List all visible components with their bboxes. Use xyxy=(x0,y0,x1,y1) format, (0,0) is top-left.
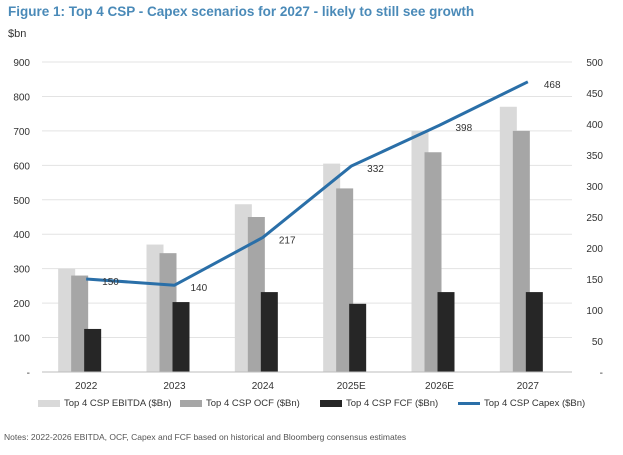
x-axis: 2022 2023 2024 2025E 2026E 2027 xyxy=(75,381,539,392)
data-label: 150 xyxy=(102,277,119,288)
data-label: 217 xyxy=(279,235,296,246)
y-right-tick-label: 500 xyxy=(586,58,603,69)
y-left-tick-label: 500 xyxy=(13,196,30,207)
x-tick-label: 2025E xyxy=(337,381,366,392)
data-label: 398 xyxy=(456,123,473,134)
chart-notes: Notes: 2022-2026 EBITDA, OCF, Capex and … xyxy=(4,432,407,442)
bar-fcf xyxy=(349,303,367,372)
bar-fcf xyxy=(260,292,278,372)
bar-ocf xyxy=(424,152,442,372)
bar-ocf xyxy=(512,130,530,372)
x-tick-label: 2023 xyxy=(163,381,186,392)
bar-ocf xyxy=(247,217,265,372)
bar-fcf xyxy=(525,292,543,372)
y-right-tick-label: - xyxy=(600,368,603,379)
bar-fcf xyxy=(437,292,455,372)
legend-label: Top 4 CSP Capex ($Bn) xyxy=(484,398,585,409)
y-right-tick-label: 300 xyxy=(586,182,603,193)
data-label: 140 xyxy=(191,283,208,294)
y-left-tick-label: - xyxy=(27,368,30,379)
legend-label: Top 4 CSP FCF ($Bn) xyxy=(346,398,438,409)
y-right-tick-label: 200 xyxy=(586,244,603,255)
bar-ebitda xyxy=(323,163,341,372)
bar-ebitda xyxy=(146,244,164,372)
legend-label: Top 4 CSP OCF ($Bn) xyxy=(206,398,300,409)
bar-ebitda xyxy=(58,268,76,372)
gridlines xyxy=(42,61,572,339)
y-right-tick-label: 250 xyxy=(586,213,603,224)
x-tick-label: 2026E xyxy=(425,381,454,392)
legend-swatch xyxy=(38,400,60,407)
legend: Top 4 CSP EBITDA ($Bn) Top 4 CSP OCF ($Bn… xyxy=(38,398,585,409)
y-left-tick-label: 100 xyxy=(13,334,30,345)
bar-fcf xyxy=(84,328,102,372)
y-right-tick-label: 400 xyxy=(586,120,603,131)
y-right-tick-label: 50 xyxy=(592,337,604,348)
y-left-tick-label: 600 xyxy=(13,161,30,172)
data-label: 332 xyxy=(367,164,384,175)
y-left-tick-label: 700 xyxy=(13,127,30,138)
bar-series xyxy=(58,106,543,373)
x-tick-label: 2027 xyxy=(517,381,540,392)
data-labels: 150 140 217 332 398 468 xyxy=(102,80,561,294)
bar-ocf xyxy=(71,275,89,372)
y-right-tick-label: 100 xyxy=(586,306,603,317)
bar-ocf xyxy=(159,253,177,372)
y-left-tick-label: 200 xyxy=(13,299,30,310)
bar-fcf xyxy=(172,302,190,372)
data-label: 468 xyxy=(544,80,561,91)
right-y-axis: - 50 100 150 200 250 300 350 400 450 500 xyxy=(586,58,603,379)
y-left-tick-label: 900 xyxy=(13,58,30,69)
y-left-tick-label: 400 xyxy=(13,230,30,241)
y-right-tick-label: 450 xyxy=(586,89,603,100)
legend-swatch xyxy=(320,400,342,407)
y-right-tick-label: 150 xyxy=(586,275,603,286)
x-tick-label: 2022 xyxy=(75,381,98,392)
x-tick-label: 2024 xyxy=(252,381,275,392)
bar-ebitda xyxy=(411,130,429,372)
y-left-tick-label: 300 xyxy=(13,265,30,276)
bar-ebitda xyxy=(499,106,517,373)
series-line-capex xyxy=(86,80,529,287)
left-y-axis: - 100 200 300 400 500 600 700 800 900 xyxy=(13,58,30,379)
legend-label: Top 4 CSP EBITDA ($Bn) xyxy=(64,398,172,409)
chart-title: Figure 1: Top 4 CSP - Capex scenarios fo… xyxy=(8,4,475,19)
y-right-tick-label: 350 xyxy=(586,151,603,162)
bar-ocf xyxy=(336,188,354,372)
y-left-tick-label: 800 xyxy=(13,92,30,103)
y-axis-unit-label: $bn xyxy=(8,28,27,40)
legend-swatch xyxy=(180,400,202,407)
